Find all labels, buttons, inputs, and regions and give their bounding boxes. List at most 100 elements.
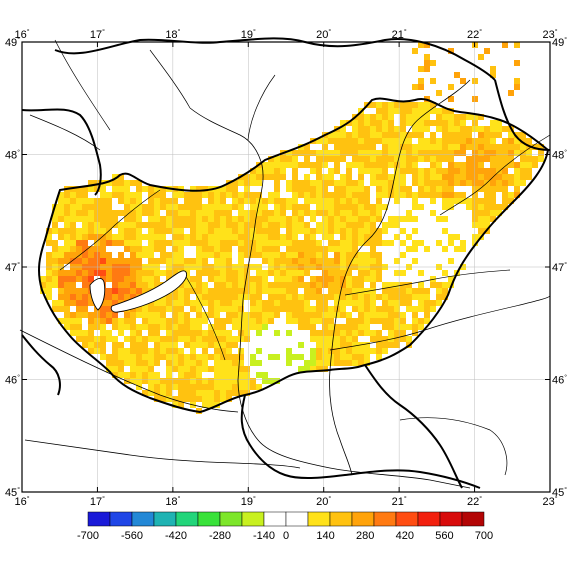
raster-cell bbox=[250, 300, 256, 306]
border-croatia-serbia bbox=[240, 394, 481, 489]
raster-cell bbox=[184, 282, 190, 288]
raster-cell bbox=[256, 228, 262, 234]
raster-cell bbox=[226, 360, 232, 366]
raster-cell bbox=[400, 312, 406, 318]
raster-cell bbox=[226, 216, 232, 222]
raster-cell bbox=[172, 192, 178, 198]
raster-cell bbox=[100, 276, 106, 282]
raster-cell bbox=[364, 192, 370, 198]
raster-cell bbox=[250, 192, 256, 198]
raster-cell bbox=[142, 312, 148, 318]
raster-cell bbox=[82, 210, 88, 216]
raster-cell bbox=[472, 240, 478, 246]
raster-cell bbox=[328, 342, 334, 348]
raster-cell bbox=[142, 246, 148, 252]
raster-cell bbox=[478, 222, 484, 228]
raster-cell bbox=[118, 234, 124, 240]
raster-cell bbox=[94, 252, 100, 258]
raster-cell bbox=[322, 180, 328, 186]
raster-cell bbox=[190, 342, 196, 348]
raster-cell bbox=[364, 150, 370, 156]
raster-cell bbox=[454, 192, 460, 198]
raster-cell bbox=[220, 258, 226, 264]
raster-cell bbox=[466, 198, 472, 204]
raster-cell bbox=[442, 216, 448, 222]
raster-cell bbox=[418, 138, 424, 144]
raster-cell bbox=[112, 192, 118, 198]
raster-cell bbox=[400, 270, 406, 276]
raster-cell bbox=[76, 312, 82, 318]
raster-cell bbox=[196, 246, 202, 252]
raster-cell bbox=[130, 348, 136, 354]
raster-cell bbox=[496, 210, 502, 216]
raster-cell bbox=[70, 318, 76, 324]
raster-cell bbox=[448, 204, 454, 210]
raster-cell bbox=[310, 294, 316, 300]
raster-cell bbox=[466, 204, 472, 210]
raster-cell bbox=[220, 384, 226, 390]
raster-cell bbox=[130, 258, 136, 264]
raster-cell bbox=[334, 324, 340, 330]
raster-cell bbox=[286, 354, 292, 360]
raster-cell bbox=[370, 258, 376, 264]
raster-cell bbox=[358, 240, 364, 246]
raster-cell bbox=[130, 354, 136, 360]
raster-cell bbox=[496, 180, 502, 186]
raster-cell bbox=[76, 306, 82, 312]
lat-lon-grid bbox=[21, 41, 551, 493]
raster-cell bbox=[424, 174, 430, 180]
raster-cell bbox=[220, 282, 226, 288]
raster-cell bbox=[184, 372, 190, 378]
raster-cell bbox=[94, 240, 100, 246]
raster-cell bbox=[304, 270, 310, 276]
raster-cell bbox=[478, 156, 484, 162]
raster-cell bbox=[310, 162, 316, 168]
raster-cell bbox=[214, 324, 220, 330]
colorbar-tick-label: 140 bbox=[316, 530, 334, 542]
raster-cell bbox=[502, 192, 508, 198]
raster-cell bbox=[268, 258, 274, 264]
raster-cell bbox=[358, 114, 364, 120]
raster-cell bbox=[406, 132, 412, 138]
raster-cell bbox=[466, 162, 472, 168]
raster-cell bbox=[262, 258, 268, 264]
raster-cell bbox=[172, 336, 178, 342]
raster-cell bbox=[526, 174, 532, 180]
raster-cell bbox=[352, 336, 358, 342]
raster-cell bbox=[112, 348, 118, 354]
raster-cell bbox=[406, 162, 412, 168]
raster-cell bbox=[178, 306, 184, 312]
raster-cell bbox=[346, 228, 352, 234]
raster-cell bbox=[430, 186, 436, 192]
raster-cell bbox=[286, 204, 292, 210]
raster-cell bbox=[346, 330, 352, 336]
raster-cell bbox=[316, 294, 322, 300]
raster-cell bbox=[376, 294, 382, 300]
raster-cell bbox=[376, 174, 382, 180]
raster-cell bbox=[358, 354, 364, 360]
raster-cell bbox=[64, 246, 70, 252]
raster-cell bbox=[418, 180, 424, 186]
raster-cell bbox=[172, 228, 178, 234]
raster-cell bbox=[64, 210, 70, 216]
raster-cell bbox=[184, 198, 190, 204]
raster-cell bbox=[430, 78, 436, 84]
raster-cell bbox=[352, 138, 358, 144]
raster-cell bbox=[316, 186, 322, 192]
raster-cell bbox=[358, 252, 364, 258]
raster-cell bbox=[484, 186, 490, 192]
raster-cell bbox=[376, 234, 382, 240]
raster-cell bbox=[418, 282, 424, 288]
raster-cell bbox=[88, 324, 94, 330]
raster-cell bbox=[370, 336, 376, 342]
raster-cell bbox=[508, 90, 514, 96]
raster-cell bbox=[220, 300, 226, 306]
raster-cell bbox=[460, 120, 466, 126]
raster-cell bbox=[448, 48, 454, 54]
raster-cell bbox=[328, 246, 334, 252]
raster-cell bbox=[52, 276, 58, 282]
raster-cell bbox=[208, 228, 214, 234]
raster-cell bbox=[532, 156, 538, 162]
raster-cell bbox=[484, 132, 490, 138]
raster-cell bbox=[322, 150, 328, 156]
